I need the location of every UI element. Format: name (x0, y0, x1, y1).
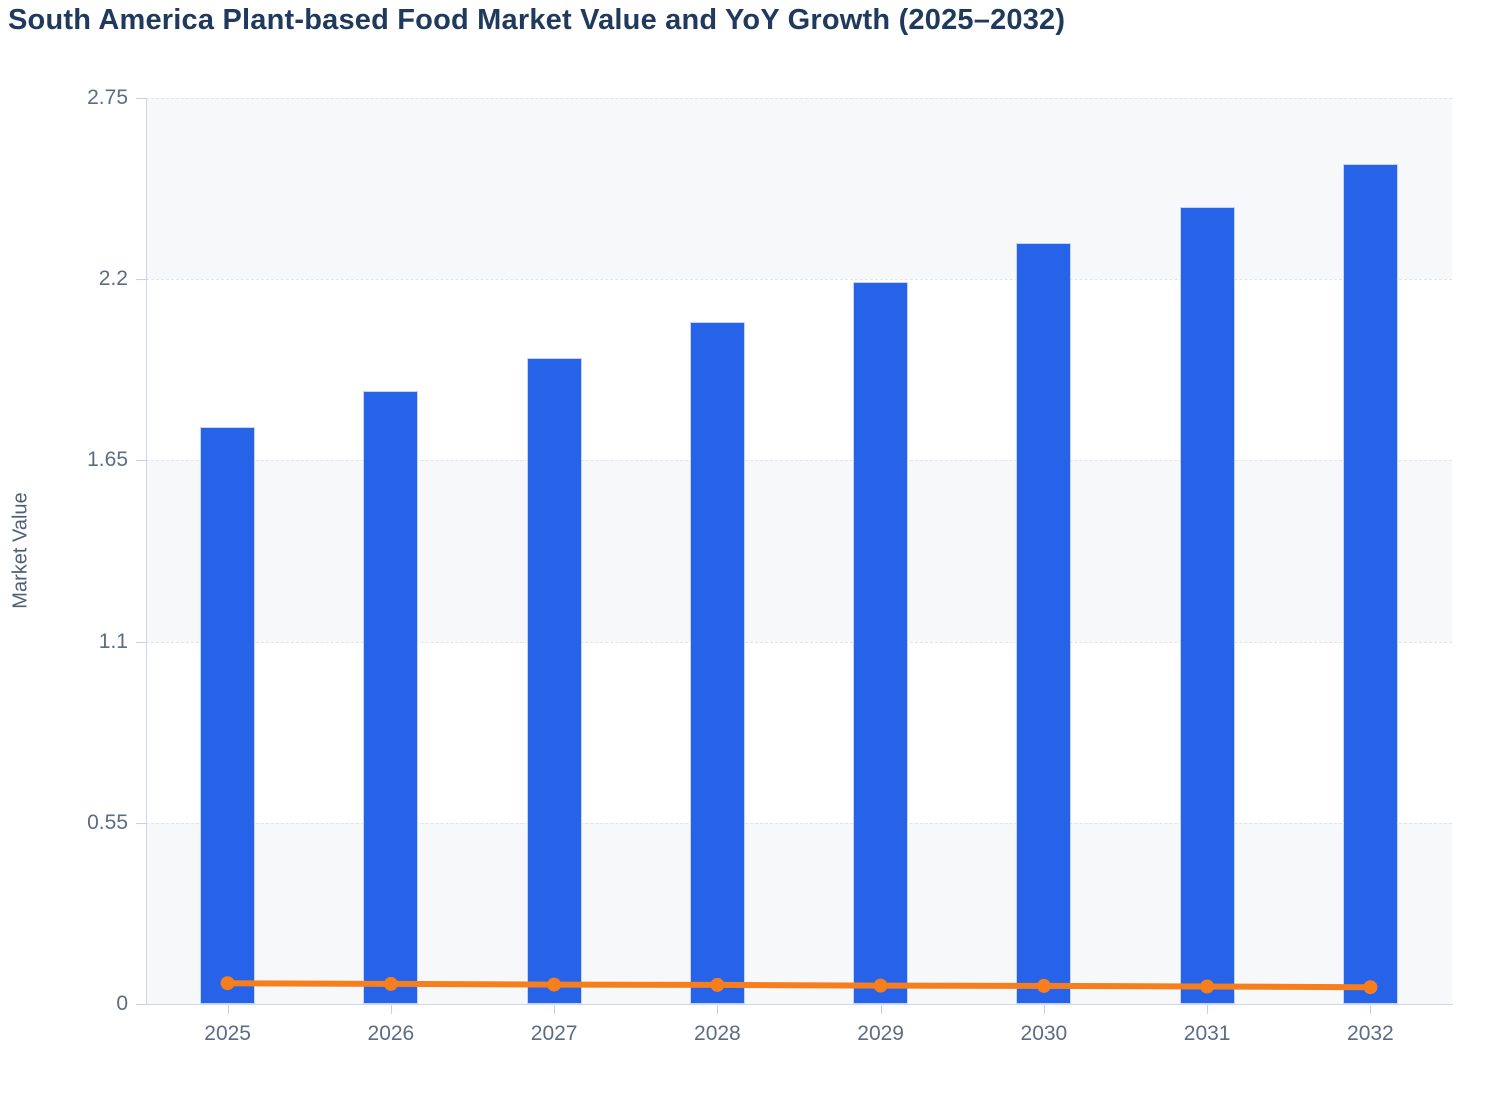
y-axis-label: 2.75 (87, 86, 128, 109)
yoy-growth-point-2031[interactable] (1200, 979, 1215, 994)
bar-2027[interactable] (526, 358, 582, 1004)
bar-2029[interactable] (853, 282, 909, 1004)
y-tick (136, 1004, 146, 1005)
x-axis-label: 2029 (857, 1022, 904, 1045)
yoy-growth-point-2028[interactable] (710, 977, 725, 992)
gridline (146, 98, 1452, 99)
y-axis-label: 0 (116, 992, 128, 1015)
bar-2025[interactable] (200, 427, 256, 1004)
yoy-growth-line[interactable] (224, 980, 1374, 991)
x-axis-label: 2031 (1183, 1022, 1231, 1045)
x-tick (1043, 1005, 1045, 1014)
gridline (146, 641, 1452, 643)
y-tick (136, 460, 146, 462)
gridline (146, 279, 1452, 281)
chart-title: South America Plant-based Food Market Va… (8, 4, 1066, 36)
y-tick (136, 641, 146, 643)
x-tick (227, 1005, 229, 1014)
gridline (146, 822, 1452, 824)
x-axis-label: 2026 (367, 1022, 415, 1045)
x-tick (1207, 1005, 1209, 1014)
yoy-growth-point-2027[interactable] (547, 977, 562, 992)
x-axis-line (146, 1004, 1453, 1005)
x-tick (554, 1005, 556, 1014)
x-tick (717, 1005, 719, 1014)
y-axis-label: 2.2 (98, 267, 128, 291)
yoy-growth-series (220, 976, 1378, 995)
yoy-growth-point-2032[interactable] (1363, 980, 1378, 995)
x-axis-label: 2030 (1020, 1022, 1068, 1045)
y-axis-label: 1.1 (98, 629, 128, 653)
yoy-growth-point-2030[interactable] (1036, 978, 1051, 993)
plot-area (146, 98, 1452, 1004)
yoy-growth-point-2029[interactable] (873, 978, 888, 993)
bar-2031[interactable] (1179, 206, 1235, 1004)
y-axis-title: Market Value (9, 492, 32, 609)
yoy-growth-point-2026[interactable] (383, 976, 398, 991)
y-tick (136, 279, 146, 281)
y-axis-label: 0.55 (87, 810, 128, 834)
x-tick (880, 1005, 882, 1014)
x-axis-label: 2025 (204, 1022, 251, 1045)
y-tick (136, 98, 146, 99)
x-axis-label: 2032 (1347, 1022, 1394, 1045)
gridline (146, 460, 1452, 462)
y-tick (136, 822, 146, 824)
bar-2026[interactable] (363, 391, 419, 1004)
y-axis-line (146, 98, 147, 1004)
bar-2028[interactable] (689, 322, 745, 1004)
bar-2032[interactable] (1342, 163, 1398, 1004)
x-tick (390, 1005, 392, 1014)
yoy-growth-point-2025[interactable] (220, 976, 235, 991)
y-axis-label: 1.65 (87, 448, 128, 472)
bar-2030[interactable] (1016, 242, 1072, 1004)
x-tick (1370, 1005, 1372, 1014)
x-axis-label: 2028 (694, 1022, 741, 1045)
x-axis-label: 2027 (530, 1022, 578, 1045)
